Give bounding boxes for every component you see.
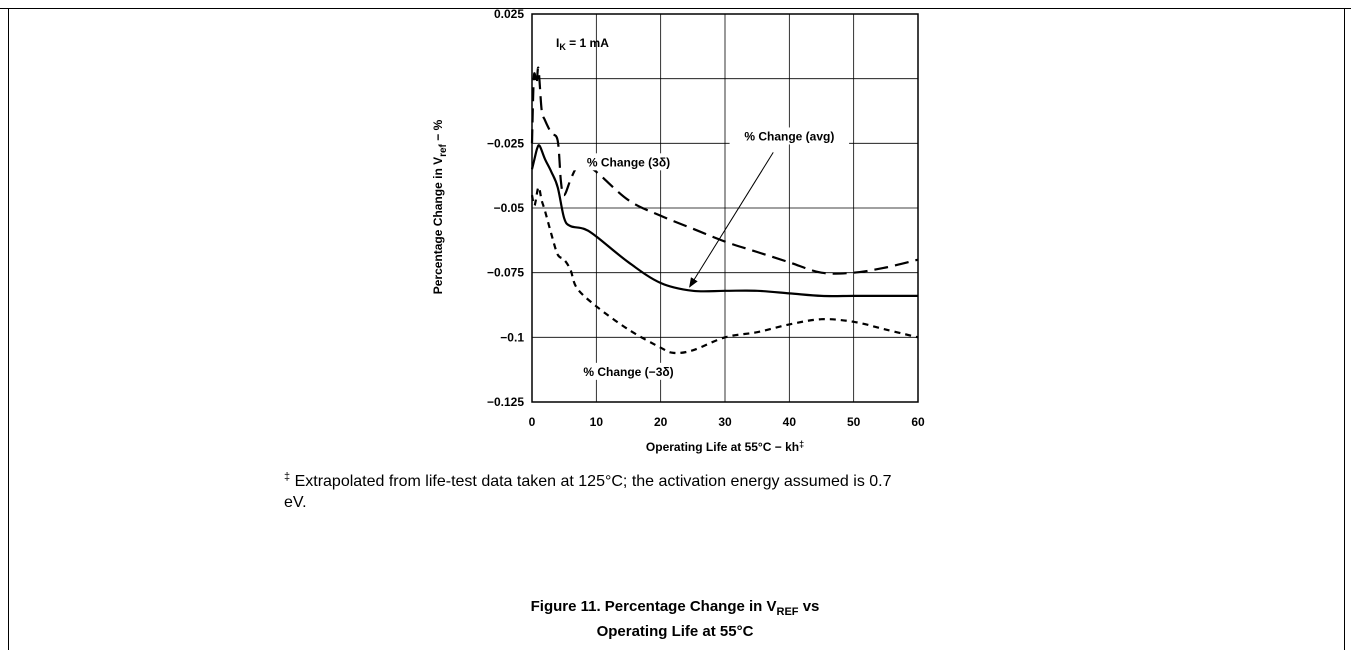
footnote: ‡ Extrapolated from life-test data taken… (284, 467, 904, 513)
x-tick-label: 10 (590, 415, 604, 429)
y-tick-label: 0.025 (494, 7, 524, 21)
plot-frame (531, 13, 919, 403)
x-axis-title: Operating Life at 55°C − kh‡ (646, 439, 804, 454)
series-line-avg (530, 144, 918, 298)
x-tick-label: 20 (654, 415, 668, 429)
series-label: % Change (−3δ) (583, 365, 673, 379)
y-tick-label: −0.1 (500, 330, 524, 344)
footnote-text: Extrapolated from life-test data taken a… (284, 473, 892, 511)
series-label-arrow (689, 152, 774, 288)
x-tick-label: 30 (718, 415, 732, 429)
caption-line-2: Operating Life at 55°C (596, 623, 754, 640)
x-tick-label: 0 (529, 415, 536, 429)
series-label: % Change (3δ) (587, 155, 670, 169)
series-label-bg (568, 362, 689, 380)
page-right-rule (1344, 8, 1345, 650)
series-label-bg (572, 153, 685, 171)
y-tick-label: −0.05 (494, 201, 525, 215)
figure-caption: Figure 11. Percentage Change in VREF vs … (455, 597, 895, 642)
page-top-rule (0, 8, 1351, 9)
series-label-bg (729, 127, 850, 145)
caption-line-1: Figure 11. Percentage Change in VREF vs (530, 598, 820, 618)
series-label-layer: % Change (avg) % Change (3δ) % Change (−3δ… (568, 127, 850, 380)
y-tick-label: −0.125 (487, 395, 524, 409)
condition-annotation: IK = 1 mA (556, 36, 609, 52)
x-tick-label: 50 (847, 415, 861, 429)
x-tick-label: 40 (783, 415, 797, 429)
page-left-rule (8, 8, 9, 650)
tick-label-layer: 0 10 20 30 40 50 60 0.025 −0.025 −0.05 −0.075 −0.1 −… (487, 7, 925, 429)
y-axis-title: Percentage Change in Vref − % (431, 119, 449, 294)
x-tick-label: 60 (911, 415, 925, 429)
y-tick-label: −0.025 (487, 136, 524, 150)
series-label: % Change (avg) (744, 129, 834, 143)
y-tick-label: −0.075 (487, 266, 524, 280)
grid-layer (532, 14, 918, 402)
footnote-mark: ‡ (284, 471, 291, 483)
series-line-minus-3-sigma (530, 186, 919, 355)
